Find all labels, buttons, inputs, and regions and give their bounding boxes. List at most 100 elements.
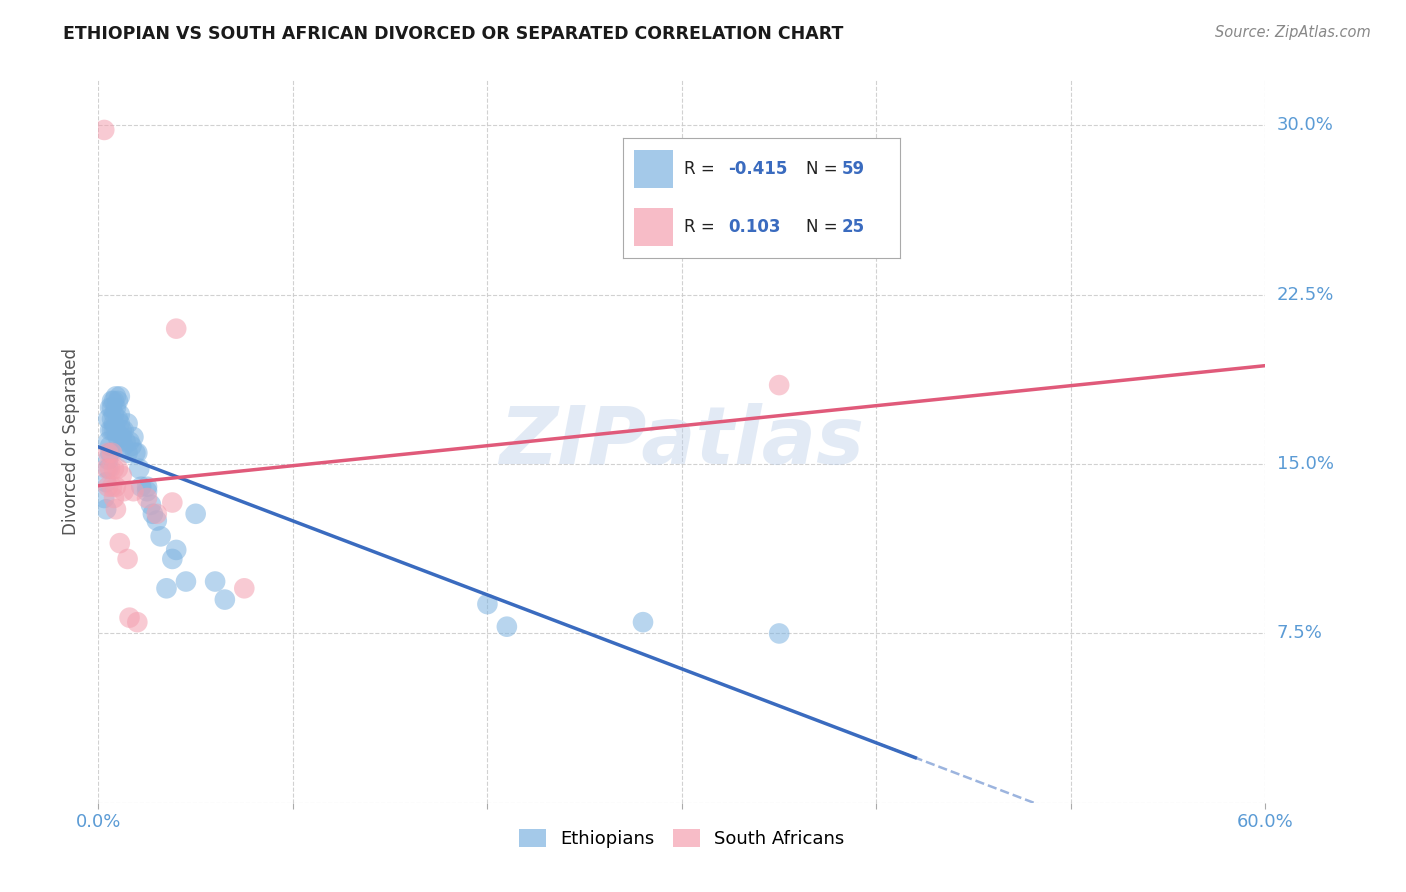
- Y-axis label: Divorced or Separated: Divorced or Separated: [62, 348, 80, 535]
- Point: [103, 491, 125, 505]
- Point: [121, 439, 143, 453]
- Point: [146, 507, 169, 521]
- Point: [136, 491, 159, 505]
- Point: [165, 542, 187, 557]
- Point: [117, 417, 139, 431]
- Text: 30.0%: 30.0%: [1277, 117, 1333, 135]
- Point: [108, 536, 131, 550]
- Point: [142, 507, 165, 521]
- Text: R =: R =: [683, 218, 725, 235]
- Point: [117, 552, 139, 566]
- Point: [114, 434, 136, 449]
- Point: [97, 480, 120, 494]
- Point: [108, 408, 131, 422]
- Point: [768, 626, 790, 640]
- Point: [103, 393, 125, 408]
- Point: [104, 389, 127, 403]
- Point: [136, 484, 159, 499]
- Point: [93, 491, 115, 505]
- Point: [174, 574, 197, 589]
- Point: [98, 439, 121, 453]
- Point: [107, 461, 129, 475]
- Point: [96, 475, 118, 490]
- Text: 15.0%: 15.0%: [1277, 455, 1333, 473]
- Point: [96, 461, 118, 475]
- Text: Source: ZipAtlas.com: Source: ZipAtlas.com: [1215, 25, 1371, 40]
- Point: [122, 484, 145, 499]
- Point: [129, 480, 152, 494]
- Point: [127, 615, 149, 630]
- Point: [128, 461, 150, 475]
- Point: [112, 439, 135, 453]
- Text: R =: R =: [683, 161, 720, 178]
- Point: [496, 620, 519, 634]
- Point: [93, 123, 115, 137]
- Point: [149, 529, 172, 543]
- Point: [98, 461, 121, 475]
- Point: [97, 461, 120, 475]
- Point: [118, 434, 141, 449]
- Point: [97, 452, 120, 467]
- Point: [127, 446, 149, 460]
- Point: [111, 468, 134, 483]
- Point: [136, 480, 159, 494]
- Point: [96, 502, 118, 516]
- Point: [97, 412, 120, 426]
- Bar: [634, 150, 672, 188]
- Bar: [634, 208, 672, 246]
- Point: [162, 495, 184, 509]
- Point: [107, 430, 129, 444]
- Point: [101, 401, 124, 415]
- Point: [98, 446, 121, 460]
- Point: [97, 446, 120, 460]
- Point: [768, 378, 790, 392]
- Point: [111, 430, 134, 444]
- Text: 0.103: 0.103: [728, 218, 780, 235]
- Point: [107, 393, 129, 408]
- Point: [104, 423, 127, 437]
- Text: N =: N =: [806, 161, 842, 178]
- Text: 22.5%: 22.5%: [1277, 285, 1334, 304]
- Point: [233, 582, 256, 596]
- Point: [104, 401, 127, 415]
- Point: [103, 417, 125, 431]
- Point: [124, 446, 146, 460]
- Point: [101, 423, 124, 437]
- Legend: Ethiopians, South Africans: Ethiopians, South Africans: [512, 822, 852, 855]
- Point: [97, 434, 120, 449]
- Point: [122, 430, 145, 444]
- Point: [477, 597, 499, 611]
- Point: [107, 412, 129, 426]
- Point: [101, 480, 124, 494]
- Point: [103, 408, 125, 422]
- Point: [146, 514, 169, 528]
- Point: [103, 461, 125, 475]
- Point: [98, 401, 121, 415]
- Point: [98, 423, 121, 437]
- Point: [104, 502, 127, 516]
- Point: [139, 498, 162, 512]
- Point: [101, 446, 124, 460]
- Point: [108, 389, 131, 403]
- Text: -0.415: -0.415: [728, 161, 787, 178]
- Point: [112, 423, 135, 437]
- Point: [184, 507, 207, 521]
- Text: N =: N =: [806, 218, 842, 235]
- Text: ZIPatlas: ZIPatlas: [499, 402, 865, 481]
- Point: [101, 393, 124, 408]
- Text: 25: 25: [842, 218, 865, 235]
- Text: 7.5%: 7.5%: [1277, 624, 1323, 642]
- Point: [108, 417, 131, 431]
- Point: [117, 446, 139, 460]
- Point: [162, 552, 184, 566]
- Point: [111, 423, 134, 437]
- Point: [214, 592, 236, 607]
- Point: [155, 582, 177, 596]
- Point: [104, 480, 127, 494]
- Text: 59: 59: [842, 161, 865, 178]
- Point: [204, 574, 226, 589]
- Point: [118, 610, 141, 624]
- Point: [165, 321, 187, 335]
- Point: [631, 615, 654, 630]
- Text: ETHIOPIAN VS SOUTH AFRICAN DIVORCED OR SEPARATED CORRELATION CHART: ETHIOPIAN VS SOUTH AFRICAN DIVORCED OR S…: [63, 25, 844, 43]
